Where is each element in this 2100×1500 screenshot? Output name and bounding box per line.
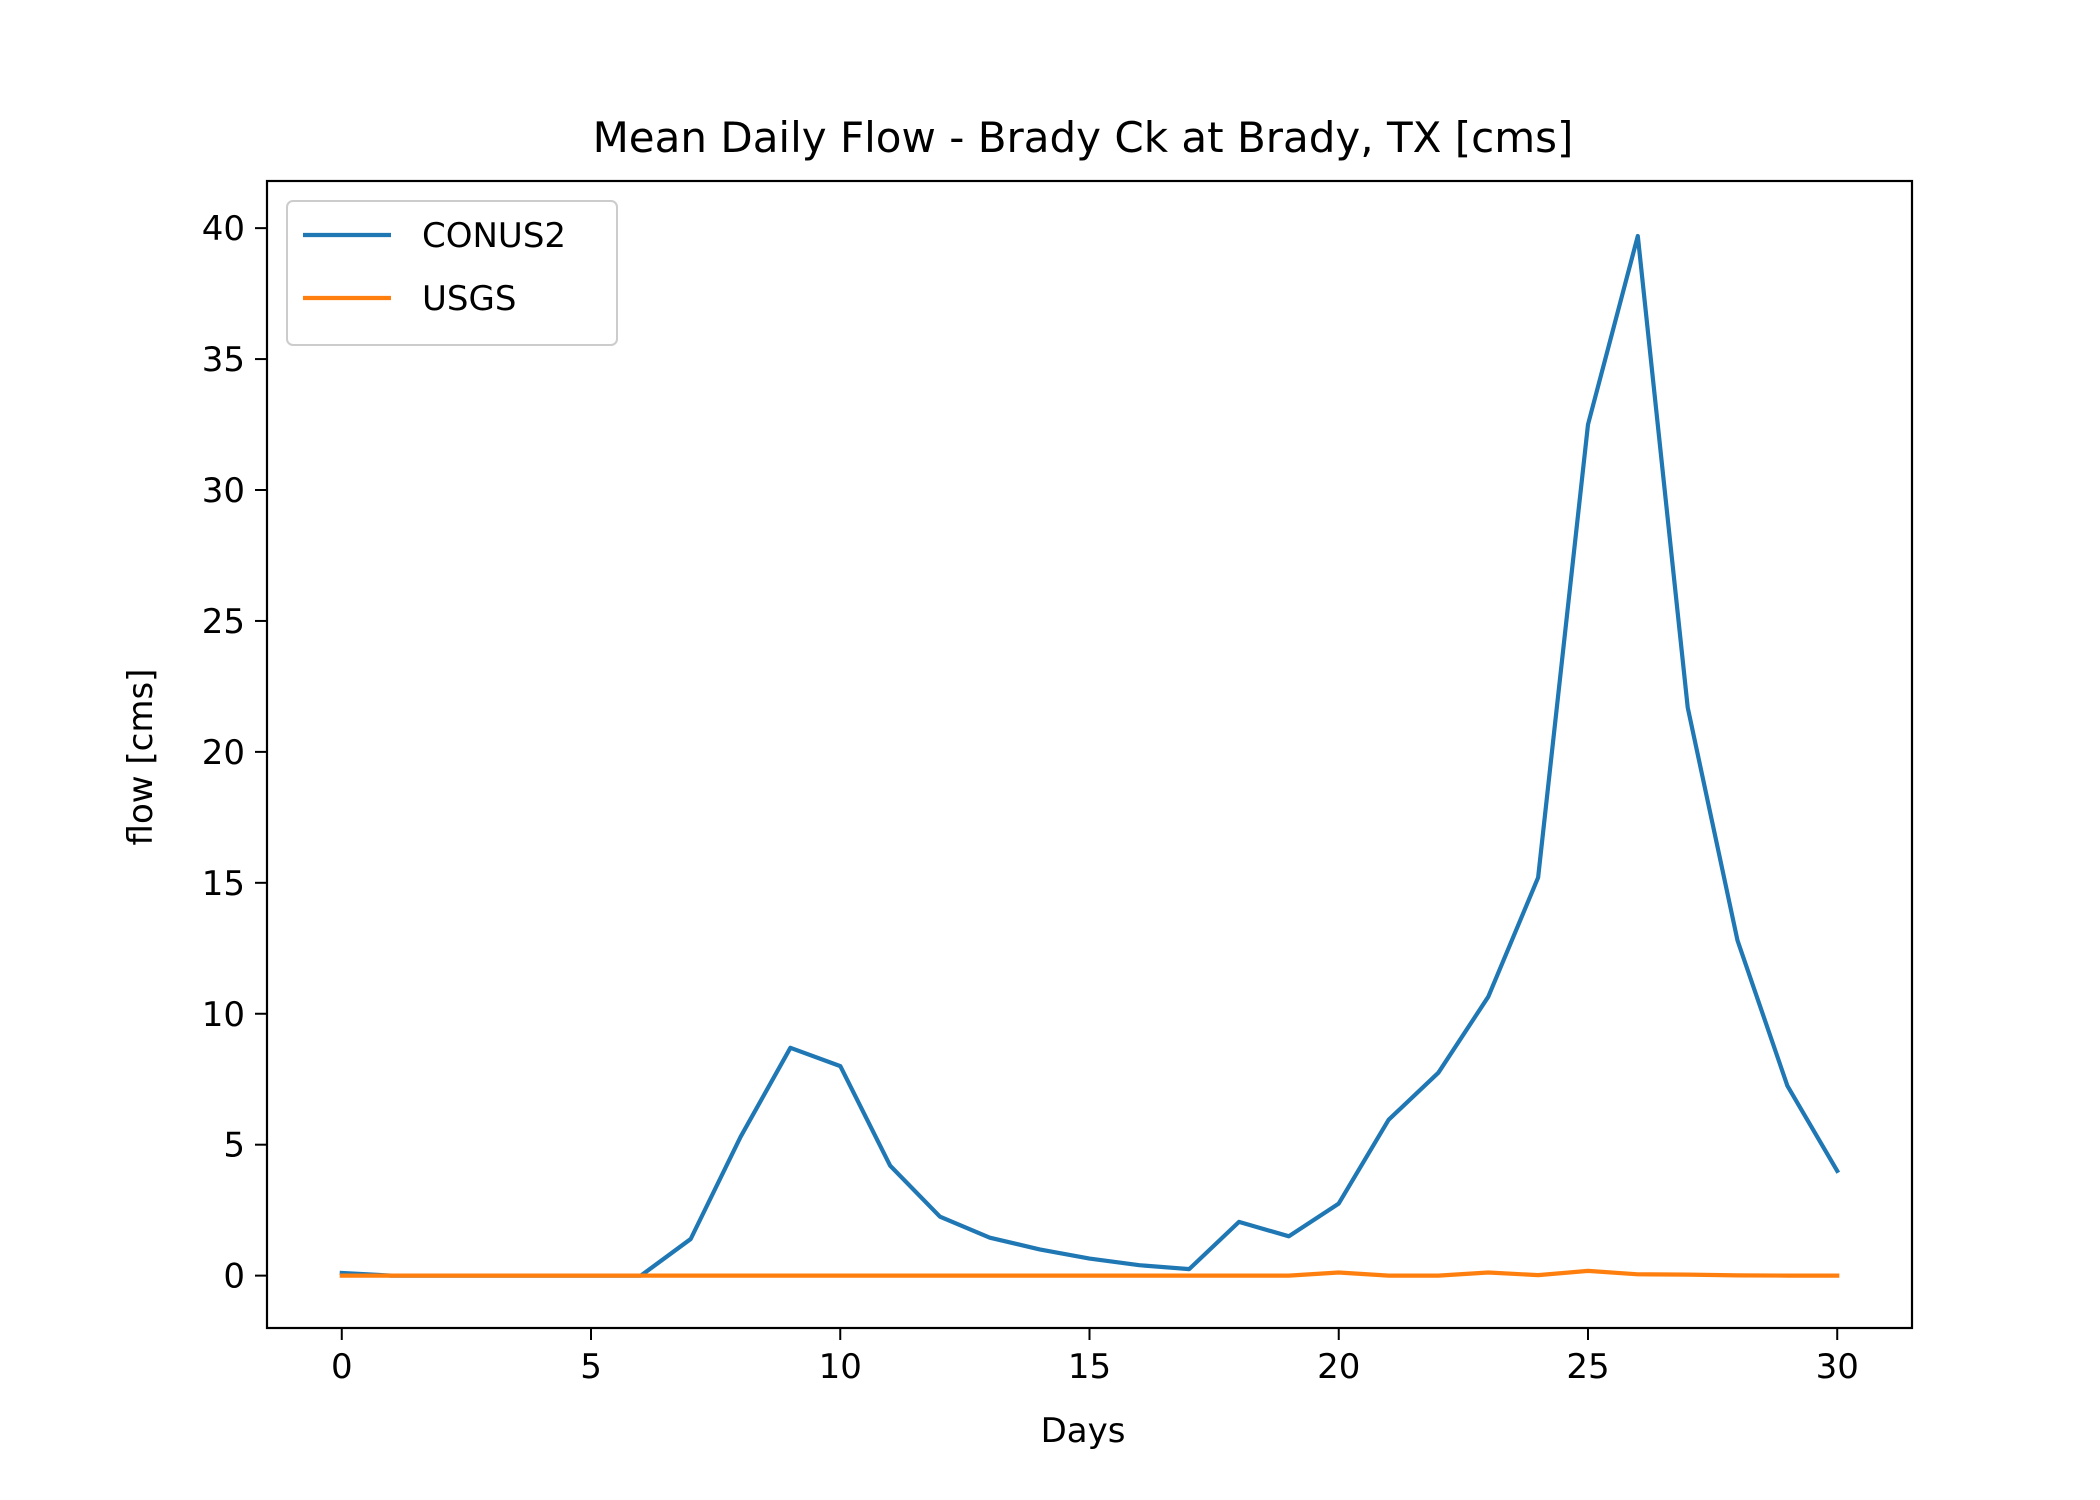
plot-area: 0 5 10 15 20 25 30 0 5 10 15 20 25 30 35 40 — [202, 179, 1914, 1387]
y-tick-label: 30 — [202, 471, 245, 511]
x-tick-label: 15 — [1068, 1347, 1111, 1387]
x-tick-label: 25 — [1566, 1347, 1609, 1387]
y-tick-label: 15 — [202, 864, 245, 904]
x-tick-label: 10 — [819, 1347, 862, 1387]
y-tick-label: 0 — [223, 1257, 245, 1297]
chart-title: Mean Daily Flow - Brady Ck at Brady, TX … — [593, 113, 1574, 162]
y-axis-label: flow [cms] — [121, 669, 161, 846]
legend-label-conus2: CONUS2 — [422, 216, 566, 256]
y-tick-label: 10 — [202, 995, 245, 1035]
legend-label-usgs: USGS — [422, 279, 516, 319]
x-tick-label: 20 — [1317, 1347, 1360, 1387]
legend: CONUS2 USGS — [286, 200, 618, 346]
series-line-usgs — [339, 1268, 1840, 1278]
x-tick-label: 5 — [580, 1347, 602, 1387]
x-tick-label: 0 — [331, 1347, 353, 1387]
x-axis-label: Days — [1041, 1411, 1126, 1451]
y-tick-label: 35 — [202, 340, 245, 380]
y-tick-label: 25 — [202, 602, 245, 642]
y-tick-label: 5 — [223, 1126, 245, 1166]
x-tick-label: 30 — [1816, 1347, 1859, 1387]
y-tick-label: 20 — [202, 733, 245, 773]
y-tick-label: 40 — [202, 209, 245, 249]
